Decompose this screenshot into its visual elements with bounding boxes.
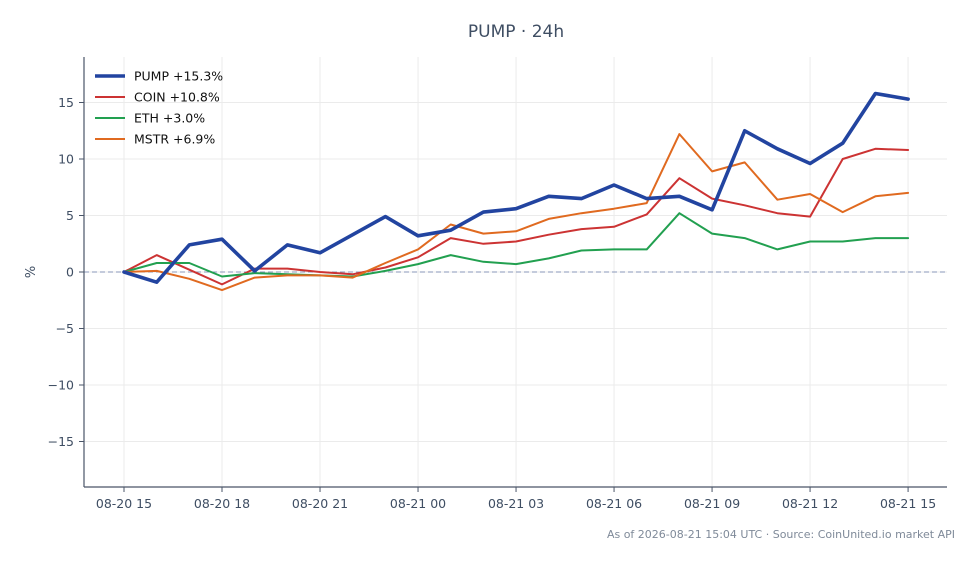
- x-tick-label: 08-20 21: [292, 496, 348, 511]
- x-tick-label: 08-21 12: [782, 496, 838, 511]
- x-tick-label: 08-21 06: [586, 496, 642, 511]
- legend-label-mstr: MSTR +6.9%: [134, 132, 215, 147]
- y-tick-label: −15: [48, 434, 74, 449]
- x-tick-label: 08-21 03: [488, 496, 544, 511]
- series-lines: [122, 91, 910, 292]
- y-tick-label: 15: [58, 95, 74, 110]
- series-line-pump: [122, 91, 910, 285]
- series-line-eth: [123, 212, 910, 278]
- x-axis-ticks: 08-20 15 08-20 18 08-20 21 08-21 00 08-21 03…: [96, 487, 936, 511]
- source-footer: As of 2026-08-21 15:04 UTC · Source: Coi…: [607, 528, 955, 541]
- y-tick-label: 0: [66, 265, 74, 280]
- x-tick-label: 08-21 09: [684, 496, 740, 511]
- y-axis-ticks: 15 10 5 0 −5 −10 −15: [48, 95, 84, 449]
- y-tick-label: −10: [48, 378, 74, 393]
- x-tick-label: 08-21 00: [390, 496, 446, 511]
- chart-title: PUMP · 24h: [468, 22, 564, 42]
- series-line-mstr: [123, 133, 910, 292]
- y-tick-label: 10: [58, 152, 74, 167]
- x-tick-label: 08-20 18: [194, 496, 250, 511]
- legend: PUMP +15.3% COIN +10.8% ETH +3.0% MSTR +6.9…: [95, 69, 223, 147]
- legend-label-pump: PUMP +15.3%: [134, 69, 223, 84]
- x-tick-label: 08-20 15: [96, 496, 152, 511]
- y-tick-label: 5: [66, 208, 74, 223]
- legend-label-eth: ETH +3.0%: [134, 111, 205, 126]
- x-tick-label: 08-21 15: [880, 496, 936, 511]
- y-axis-label: %: [24, 266, 39, 278]
- legend-label-coin: COIN +10.8%: [134, 90, 220, 105]
- y-tick-label: −5: [56, 321, 74, 336]
